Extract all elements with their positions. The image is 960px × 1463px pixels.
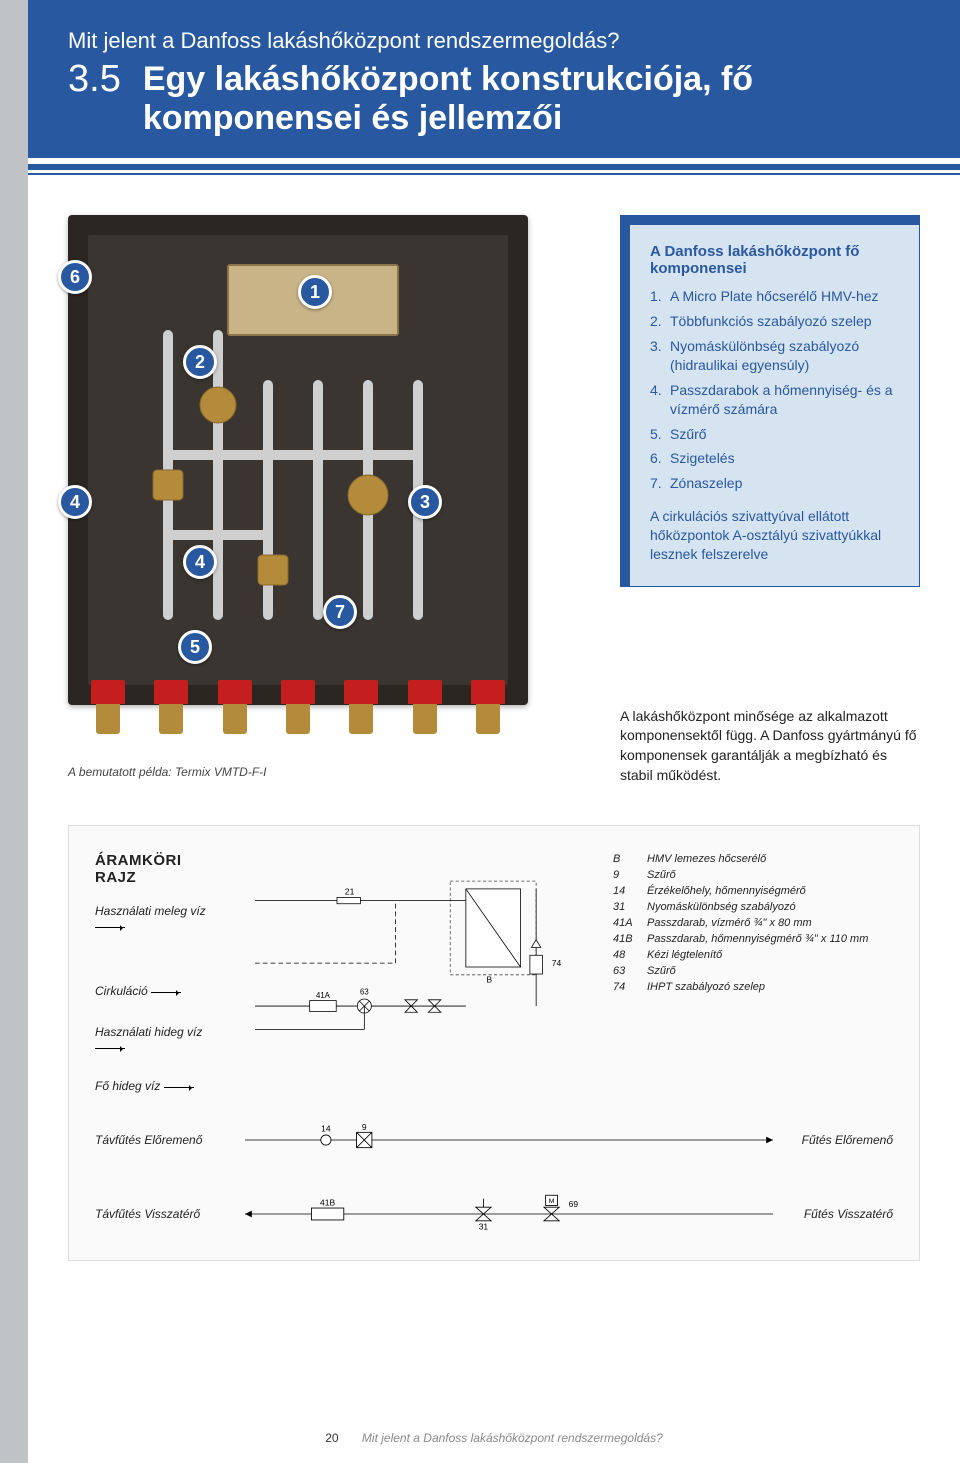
- component-item: Szűrő: [650, 425, 899, 444]
- callout-6: 6: [58, 260, 92, 294]
- svg-text:9: 9: [362, 1122, 367, 1132]
- callout-7: 7: [323, 595, 357, 629]
- info-box-note: A cirkulációs szivattyúval ellátott hőkö…: [650, 507, 899, 564]
- supertitle: Mit jelent a Danfoss lakáshőközpont rend…: [68, 28, 920, 54]
- schematic-supply-row: Távfűtés Előremenő 14 9 Fűtés Előremenő: [95, 1120, 893, 1160]
- product-pipes-illustration: [108, 255, 488, 665]
- valve-row: [88, 680, 508, 735]
- sym-74: 74: [552, 958, 562, 968]
- label-circulation: Cirkuláció: [95, 984, 225, 999]
- callout-4a: 4: [58, 485, 92, 519]
- component-item: Szigetelés: [650, 449, 899, 468]
- label-dhw-hot: Használati meleg víz: [95, 904, 225, 934]
- callout-4b: 4: [183, 545, 217, 579]
- sym-41A: 41A: [316, 991, 331, 1000]
- svg-text:41B: 41B: [320, 1198, 335, 1208]
- header-underline: [28, 164, 960, 170]
- svg-text:31: 31: [479, 1222, 489, 1232]
- callout-3: 3: [408, 485, 442, 519]
- page-footer: 20 Mit jelent a Danfoss lakáshőközpont r…: [28, 1431, 960, 1445]
- component-item: Passzdarabok a hőmennyiség- és a vízmérő…: [650, 381, 899, 419]
- schematic-title: ÁRAMKÖRI RAJZ: [95, 852, 225, 886]
- component-item: Többfunkciós szabályozó szelep: [650, 312, 899, 331]
- component-item: A Micro Plate hőcserélő HMV-hez: [650, 287, 899, 306]
- svg-text:69: 69: [569, 1199, 579, 1209]
- product-photo: 1 2 3 4 4 5 6 7: [68, 215, 528, 705]
- info-box-title: A Danfoss lakáshőközpont fő komponensei: [650, 243, 899, 277]
- sym-63: 63: [360, 988, 369, 997]
- label-dhw-cold: Használati hideg víz: [95, 1025, 225, 1055]
- footer-text: Mit jelent a Danfoss lakáshőközpont rend…: [362, 1431, 663, 1445]
- component-item: Nyomáskülönbség szabályozó (hidraulikai …: [650, 337, 899, 375]
- schematic-panel: ÁRAMKÖRI RAJZ Használati meleg víz Cirku…: [68, 825, 920, 1261]
- schematic-return-row: Távfűtés Visszatérő 41B 31 M: [95, 1194, 893, 1234]
- svg-text:M: M: [549, 1198, 555, 1205]
- schematic-diagram: B 21 41A 63: [255, 852, 583, 1087]
- sym-B: B: [486, 975, 492, 985]
- callout-5: 5: [178, 630, 212, 664]
- page-header: Mit jelent a Danfoss lakáshőközpont rend…: [28, 0, 960, 158]
- sym-21: 21: [345, 887, 355, 897]
- quality-paragraph: A lakáshőközpont minősége az alkalmazott…: [620, 707, 920, 785]
- callout-2: 2: [183, 345, 217, 379]
- page-number: 20: [325, 1431, 338, 1445]
- components-list: A Micro Plate hőcserélő HMV-hez Többfunk…: [650, 287, 899, 493]
- svg-text:14: 14: [321, 1124, 331, 1134]
- schematic-legend: BHMV lemezes hőcserélő 9Szűrő 14Érzékelő…: [613, 852, 893, 995]
- page-title: Egy lakáshőközpont konstrukciója, fő kom…: [143, 60, 920, 138]
- component-item: Zónaszelep: [650, 474, 899, 493]
- components-info-box: A Danfoss lakáshőközpont fő komponensei …: [620, 215, 920, 587]
- callout-1: 1: [298, 275, 332, 309]
- label-main-cold: Fő hideg víz: [95, 1079, 225, 1094]
- photo-caption: A bemutatott példa: Termix VMTD-F-I: [68, 765, 580, 779]
- section-number: 3.5: [68, 60, 121, 98]
